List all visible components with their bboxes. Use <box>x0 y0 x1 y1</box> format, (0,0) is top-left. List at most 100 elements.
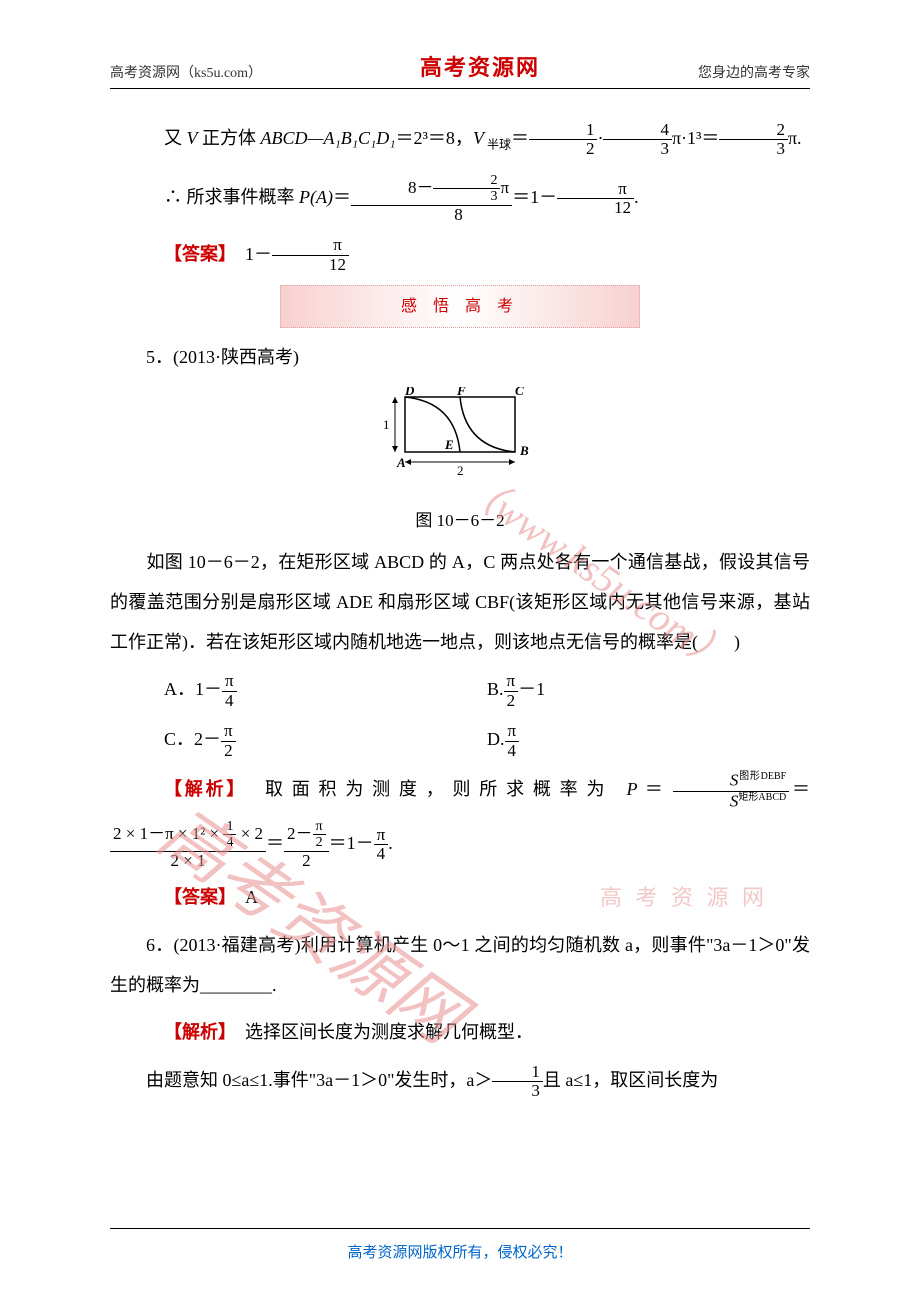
t: D. <box>487 729 505 749</box>
t: 选择区间长度为测度求解几何概型． <box>227 1022 533 1042</box>
end: . <box>634 187 639 207</box>
diagram-wrap: D F C A B E 1 2 图 10－6－2 <box>110 387 810 539</box>
t: 取面积为测度，则所求概率为 <box>238 779 626 799</box>
lbl-e: E <box>444 437 454 452</box>
header-left: 高考资源网（ks5u.com） <box>110 62 262 82</box>
diagram-svg: D F C A B E 1 2 <box>375 387 545 487</box>
section-banner: 感 悟 高 考 <box>280 285 640 328</box>
frac-1-2: 12 <box>529 121 598 159</box>
frac-4: π4 <box>374 826 389 864</box>
q6-text: 6．(2013·福建高考)利用计算机产生 0～1 之间的均匀随机数 a，则事件"… <box>110 926 810 1005</box>
rect <box>405 397 515 452</box>
inner-frac: 23 <box>433 173 500 205</box>
frac-s: S图形DEBFS矩形ABCD <box>673 771 789 811</box>
eq: ＝ <box>266 833 284 853</box>
option-b: B.π2－1 <box>487 670 810 710</box>
option-c: C．2－π2 <box>164 720 487 760</box>
t: 由题意知 0≤a≤1.事件"3a－1＞0"发生时，a＞ <box>146 1070 492 1090</box>
ans-text: 1－ <box>227 244 272 264</box>
frac-pi-12: π12 <box>557 180 634 218</box>
arrow-up <box>392 397 398 403</box>
big-frac-2: 2 × 1－π × 1² × 14 × 2 2 × 1 <box>110 819 266 870</box>
sol-label: 【解析】 <box>164 779 238 799</box>
t: ＝1－ <box>329 833 374 853</box>
t: A．1－ <box>164 679 222 699</box>
frac-2-3: 23 <box>719 121 788 159</box>
t: 2－ <box>287 824 313 843</box>
solution-6: 【解析】 选择区间长度为测度求解几何概型． <box>110 1013 810 1053</box>
sol-label: 【解析】 <box>164 1022 227 1042</box>
q5-heading: 5．(2013·陕西高考) <box>110 338 810 378</box>
t: B. <box>487 679 504 699</box>
frac-3: 2－π2 2 <box>284 819 329 870</box>
solution-5-line2: 2 × 1－π × 1² × 14 × 2 2 × 1 ＝ 2－π2 2 ＝1－… <box>110 819 810 870</box>
text: ＝2³＝8， <box>396 128 473 148</box>
frac: π4 <box>222 672 237 710</box>
solution-5: 【解析】 取面积为测度，则所求概率为 P ＝ S图形DEBFS矩形ABCD＝ <box>110 770 810 811</box>
p: P <box>627 779 638 799</box>
text: 又 <box>164 128 187 148</box>
t: × 2 <box>241 824 263 843</box>
t: 2 × 1－π × 1² × <box>113 824 219 843</box>
lbl-f: F <box>456 387 466 398</box>
var-v: V <box>187 128 198 148</box>
options: A．1－π4 B.π2－1 C．2－π2 D.π4 <box>110 670 810 770</box>
frac-pi-12b: π12 <box>272 236 349 274</box>
lbl-a: A <box>396 455 406 470</box>
sub-hb: 半球 <box>484 138 511 152</box>
t: －1 <box>518 679 545 699</box>
figure-caption: 图 10－6－2 <box>110 502 810 539</box>
big-frac: 8－23π8 <box>351 173 512 224</box>
arrow-dn <box>392 446 398 452</box>
arc-cbf <box>460 397 515 452</box>
frac: π2 <box>221 722 236 760</box>
pi-end: π. <box>788 128 802 148</box>
answer-label: 【答案】 <box>164 887 227 907</box>
t: C．2－ <box>164 729 221 749</box>
t: π <box>500 178 509 197</box>
content: 又 V 正方体 ABCD—A₁B₁C₁D₁＝2³＝8，V 半球＝12·43π·1… <box>0 89 920 1101</box>
eq: ＝ <box>789 779 810 799</box>
t: 8－ <box>408 178 434 197</box>
q5-text: 如图 10－6－2，在矩形区域 ABCD 的 A，C 两点处各有一个通信基战，假… <box>110 543 810 662</box>
header-right: 您身边的高考专家 <box>698 62 810 82</box>
t: 且 a≤1，取区间长度为 <box>543 1070 718 1090</box>
ans-val: A <box>227 887 258 907</box>
arrow-r <box>509 459 515 465</box>
frac-4-3: 43 <box>603 121 672 159</box>
inner: 14 <box>223 819 236 851</box>
option-d: D.π4 <box>487 720 810 760</box>
eq: ＝ <box>333 187 351 207</box>
lbl-b: B <box>519 443 529 458</box>
page-footer: 高考资源网版权所有，侵权必究！ <box>110 1228 810 1262</box>
frac: π2 <box>504 672 519 710</box>
page-header: 高考资源网（ks5u.com） 高考资源网 您身边的高考专家 <box>110 0 810 89</box>
var-v2: V <box>473 128 484 148</box>
frac-1-3: 13 <box>492 1063 543 1101</box>
answer-label: 【答案】 <box>164 244 227 264</box>
frac: π4 <box>505 722 520 760</box>
t: . <box>388 833 393 853</box>
q6b: 由题意知 0≤a≤1.事件"3a－1＞0"发生时，a＞13且 a≤1，取区间长度… <box>110 1061 810 1101</box>
sup: 图形DEBF <box>738 771 786 782</box>
inner: π2 <box>313 819 326 851</box>
paragraph-1: 又 V 正方体 ABCD—A₁B₁C₁D₁＝2³＝8，V 半球＝12·43π·1… <box>110 119 810 159</box>
answer-1: 【答案】 1－π12 <box>110 235 810 275</box>
abcd: ABCD—A₁B₁C₁D₁ <box>261 128 396 148</box>
mid: ＝1－ <box>512 187 557 207</box>
eq: ＝ <box>638 779 673 799</box>
text: ∴ 所求事件概率 <box>164 187 299 207</box>
arrow-l <box>405 459 411 465</box>
text: 正方体 <box>198 128 261 148</box>
option-a: A．1－π4 <box>164 670 487 710</box>
header-center: 高考资源网 <box>420 50 540 82</box>
eq: ＝ <box>511 128 529 148</box>
lbl-c: C <box>515 387 524 398</box>
paragraph-2: ∴ 所求事件概率 P(A)＝8－23π8＝1－π12. <box>110 173 810 224</box>
pa: P(A) <box>299 187 333 207</box>
lbl-d: D <box>404 387 415 398</box>
sup: 矩形ABCD <box>738 792 786 803</box>
watermark-small: 高 考 资 源 网 <box>600 880 768 912</box>
lbl-1: 1 <box>383 417 390 432</box>
lbl-2: 2 <box>457 463 464 478</box>
